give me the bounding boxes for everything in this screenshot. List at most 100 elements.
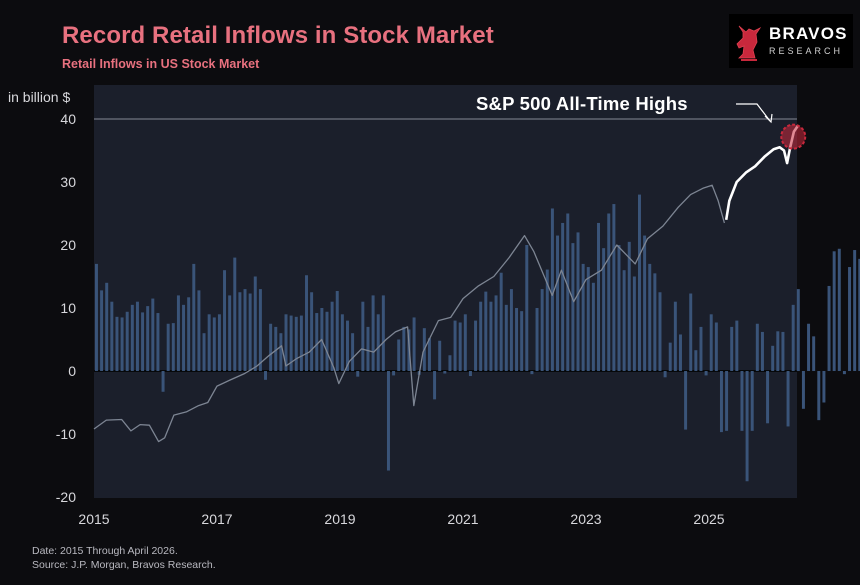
inflow-bar bbox=[468, 371, 472, 377]
inflow-bar bbox=[755, 323, 759, 371]
inflow-bar bbox=[243, 289, 247, 371]
inflow-bar bbox=[561, 222, 565, 371]
inflow-bar bbox=[745, 371, 749, 482]
inflow-bar bbox=[166, 323, 170, 371]
inflow-bar bbox=[176, 295, 180, 371]
inflow-bar bbox=[269, 323, 273, 371]
inflow-bar bbox=[366, 326, 370, 371]
plot-area bbox=[94, 85, 797, 498]
inflow-bar bbox=[294, 316, 298, 371]
inflow-bar bbox=[156, 313, 160, 371]
inflow-bar bbox=[663, 371, 667, 378]
inflow-bar bbox=[135, 301, 139, 371]
inflow-bar bbox=[684, 371, 688, 430]
inflow-bar bbox=[187, 297, 191, 371]
inflow-bar bbox=[704, 371, 708, 376]
inflow-bar bbox=[202, 333, 206, 371]
inflow-bar bbox=[858, 258, 860, 371]
x-tick-label: 2019 bbox=[324, 511, 355, 527]
inflow-bar bbox=[535, 308, 539, 371]
inflow-bar bbox=[100, 290, 104, 371]
inflow-bar bbox=[571, 243, 575, 371]
inflow-bar bbox=[248, 293, 252, 371]
annotation-arrowhead bbox=[764, 113, 773, 124]
inflow-bar bbox=[530, 371, 534, 375]
inflow-bar bbox=[289, 315, 293, 371]
inflow-bar bbox=[279, 333, 283, 371]
x-tick-label: 2023 bbox=[570, 511, 601, 527]
inflow-bar bbox=[284, 314, 288, 371]
inflow-bar bbox=[837, 248, 841, 371]
inflow-bar bbox=[228, 295, 232, 371]
inflow-bar bbox=[668, 342, 672, 371]
inflow-bar bbox=[223, 270, 227, 371]
sp500-line bbox=[93, 184, 726, 443]
inflow-bar bbox=[443, 371, 447, 374]
inflow-bar bbox=[627, 241, 631, 371]
inflow-bar bbox=[566, 213, 570, 371]
inflow-bar bbox=[591, 282, 595, 371]
y-tick-label: -10 bbox=[56, 426, 76, 442]
inflow-bar bbox=[694, 350, 698, 371]
inflow-bar bbox=[740, 371, 744, 431]
inflow-bar bbox=[125, 311, 129, 371]
inflow-bar bbox=[643, 235, 647, 371]
y-tick-label: 10 bbox=[60, 300, 76, 316]
y-tick-label: 20 bbox=[60, 237, 76, 253]
inflow-bar bbox=[463, 314, 467, 371]
inflow-bar bbox=[602, 248, 606, 371]
inflow-bar bbox=[653, 273, 657, 371]
inflow-bar bbox=[719, 371, 723, 433]
chart-title: Record Retail Inflows in Stock Market bbox=[62, 22, 494, 49]
inflow-bar bbox=[253, 276, 257, 371]
inflow-bar bbox=[381, 295, 385, 371]
inflow-bar bbox=[699, 326, 703, 371]
inflow-bar bbox=[622, 270, 626, 371]
inflow-bar bbox=[848, 267, 852, 371]
retail-inflows-chart: 40 30 20 10 0 -10 -20 2015 2017 2019 2021 2023 2025 bbox=[56, 85, 860, 527]
bull-knight-icon bbox=[736, 25, 762, 61]
inflow-bar bbox=[807, 323, 811, 371]
inflow-bar bbox=[351, 333, 355, 371]
inflow-bar bbox=[494, 295, 498, 371]
inflow-bar bbox=[427, 338, 431, 371]
inflow-bar bbox=[648, 263, 652, 371]
inflow-bar bbox=[146, 306, 150, 371]
inflow-bar bbox=[453, 320, 457, 371]
inflow-bar bbox=[110, 301, 114, 371]
x-tick-label: 2025 bbox=[693, 511, 724, 527]
inflow-bar bbox=[766, 371, 770, 424]
x-tick-label: 2015 bbox=[78, 511, 109, 527]
inflow-bar bbox=[678, 334, 682, 371]
inflow-bar bbox=[832, 251, 836, 371]
inflow-bar bbox=[130, 304, 134, 371]
inflow-bar bbox=[638, 194, 641, 371]
inflow-bar bbox=[448, 355, 452, 371]
chart-subtitle: Retail Inflows in US Stock Market bbox=[62, 57, 260, 71]
inflow-bar bbox=[310, 292, 314, 371]
inflow-bar bbox=[325, 311, 329, 371]
inflow-bar bbox=[520, 311, 524, 371]
inflow-bar bbox=[264, 371, 268, 380]
inflow-bar bbox=[576, 232, 580, 371]
inflow-bar bbox=[397, 339, 401, 371]
inflow-bar bbox=[822, 371, 826, 403]
inflow-bar bbox=[161, 371, 165, 392]
inflow-bar bbox=[545, 269, 549, 371]
all-time-high-marker bbox=[780, 123, 807, 150]
inflow-bar bbox=[474, 320, 478, 371]
inflow-bar bbox=[105, 282, 109, 371]
inflow-bar bbox=[238, 292, 242, 371]
inflow-bar bbox=[484, 291, 488, 371]
inflow-bar bbox=[786, 371, 790, 427]
inflow-bar bbox=[299, 315, 303, 371]
inflow-bar bbox=[725, 371, 729, 431]
annotation-pointer bbox=[736, 103, 771, 122]
inflow-bar bbox=[515, 308, 519, 371]
inflow-bar bbox=[171, 323, 175, 371]
inflow-bar bbox=[258, 289, 262, 371]
inflow-bar bbox=[709, 314, 713, 371]
inflow-bar bbox=[182, 304, 186, 371]
inflow-bar bbox=[499, 272, 503, 371]
inflow-bar bbox=[556, 235, 560, 371]
